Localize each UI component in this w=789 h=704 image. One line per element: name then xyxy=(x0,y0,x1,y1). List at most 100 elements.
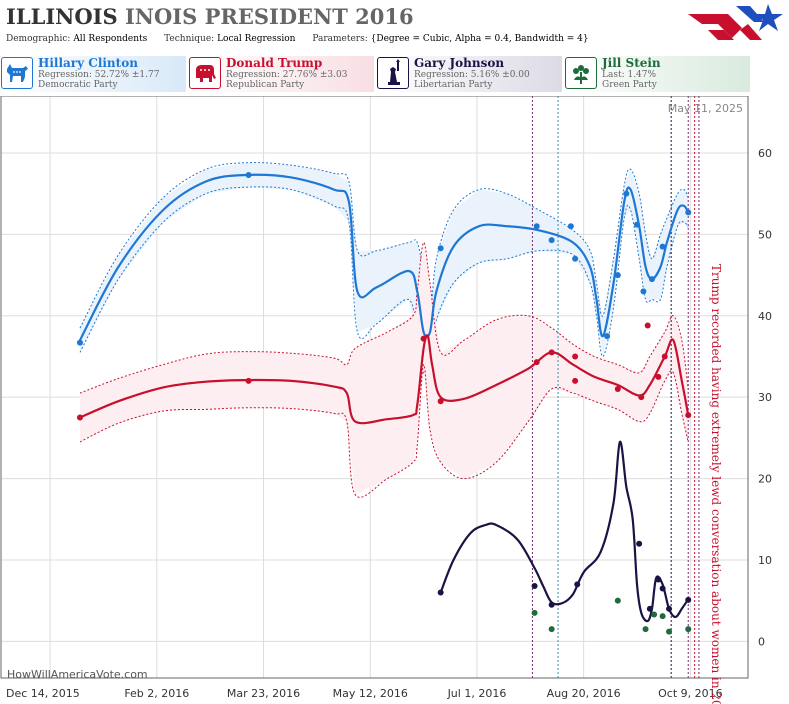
chart-parameters: Demographic: All Respondents Technique: … xyxy=(6,34,603,44)
legend-item-johnson[interactable]: Gary Johnson Regression: 5.16% ±0.00 Lib… xyxy=(376,56,562,92)
poll-point-hillary-clinton[interactable] xyxy=(648,276,655,283)
poll-point-gary-johnson[interactable] xyxy=(655,576,662,583)
chart-grid xyxy=(1,96,748,678)
candidate-party: Democratic Party xyxy=(38,80,118,90)
poll-point-donald-trump[interactable] xyxy=(437,398,444,405)
poll-point-donald-trump[interactable] xyxy=(533,359,540,366)
poll-point-hillary-clinton[interactable] xyxy=(685,209,692,216)
poll-point-jill-stein[interactable] xyxy=(531,609,538,616)
event-annotation: Trump recorded having extremely lewd con… xyxy=(709,264,723,704)
candidate-legend: Hillary Clinton Regression: 52.72% ±1.77… xyxy=(0,56,789,94)
candidate-name: Donald Trump xyxy=(226,56,323,70)
poll-point-donald-trump[interactable] xyxy=(420,335,427,342)
parameters-label: Parameters: xyxy=(312,34,368,44)
candidate-name: Jill Stein xyxy=(602,56,661,70)
candidate-stat: Regression: 5.16% ±0.00 xyxy=(414,70,530,80)
poll-point-jill-stein[interactable] xyxy=(548,626,555,633)
legend-item-stein[interactable]: Jill Stein Last: 1.47% Green Party xyxy=(564,56,750,92)
candidate-stat: Last: 1.47% xyxy=(602,70,657,80)
chart-header: ILLINOIS INOIS PRESIDENT 2016 Demographi… xyxy=(0,0,789,50)
poll-point-jill-stein[interactable] xyxy=(685,626,692,633)
candidate-stat: Regression: 52.72% ±1.77 xyxy=(38,70,160,80)
poll-point-jill-stein[interactable] xyxy=(651,611,658,618)
poll-point-hillary-clinton[interactable] xyxy=(640,288,647,295)
poll-point-gary-johnson[interactable] xyxy=(646,605,653,612)
candidate-party: Libertarian Party xyxy=(414,80,493,90)
x-tick-label: Jul 1, 2016 xyxy=(447,687,507,700)
x-tick-label: Aug 20, 2016 xyxy=(547,687,621,700)
event-lines xyxy=(531,96,700,678)
x-tick-label: Mar 23, 2016 xyxy=(227,687,300,700)
poll-point-hillary-clinton[interactable] xyxy=(634,221,641,228)
poll-point-donald-trump[interactable] xyxy=(614,386,621,393)
poll-point-donald-trump[interactable] xyxy=(572,377,579,384)
poll-point-hillary-clinton[interactable] xyxy=(567,223,574,230)
poll-point-donald-trump[interactable] xyxy=(548,349,555,356)
y-tick-label: 0 xyxy=(758,635,765,648)
star-logo-icon xyxy=(688,4,783,40)
trend-line-hillary-clinton xyxy=(79,173,690,341)
poll-point-jill-stein[interactable] xyxy=(642,626,649,633)
elephant-icon xyxy=(189,57,221,89)
poll-point-gary-johnson[interactable] xyxy=(636,540,643,547)
y-tick-label: 60 xyxy=(758,147,772,160)
poll-point-donald-trump[interactable] xyxy=(76,414,83,421)
x-tick-label: Feb 2, 2016 xyxy=(124,687,189,700)
x-tick-label: Dec 14, 2015 xyxy=(6,687,80,700)
donkey-icon xyxy=(1,57,33,89)
technique-label: Technique: xyxy=(164,34,215,44)
candidate-party: Republican Party xyxy=(226,80,305,90)
poll-point-donald-trump[interactable] xyxy=(245,377,252,384)
poll-point-gary-johnson[interactable] xyxy=(548,601,555,608)
poll-point-donald-trump[interactable] xyxy=(638,394,645,401)
candidate-name: Hillary Clinton xyxy=(38,56,138,70)
poll-point-hillary-clinton[interactable] xyxy=(76,339,83,346)
candidate-name: Gary Johnson xyxy=(414,56,505,70)
legend-item-trump[interactable]: Donald Trump Regression: 27.76% ±3.03 Re… xyxy=(188,56,374,92)
x-tick-label: Oct 9, 2016 xyxy=(658,687,723,700)
poll-point-hillary-clinton[interactable] xyxy=(533,223,540,230)
poll-point-gary-johnson[interactable] xyxy=(437,589,444,596)
upper-bound-hillary-clinton xyxy=(79,162,689,329)
poll-point-hillary-clinton[interactable] xyxy=(623,190,630,197)
poll-point-donald-trump[interactable] xyxy=(685,412,692,419)
poll-point-hillary-clinton[interactable] xyxy=(604,333,611,340)
poll-point-gary-johnson[interactable] xyxy=(685,596,692,603)
candidate-party: Green Party xyxy=(602,80,657,90)
poll-point-jill-stein[interactable] xyxy=(614,597,621,604)
poll-point-gary-johnson[interactable] xyxy=(531,583,538,590)
poll-point-hillary-clinton[interactable] xyxy=(614,272,621,279)
trend-line-donald-trump xyxy=(79,334,690,425)
poll-point-gary-johnson[interactable] xyxy=(574,581,581,588)
statue-of-liberty-icon xyxy=(377,57,409,89)
poll-point-donald-trump[interactable] xyxy=(644,322,651,329)
demographic-value: All Respondents xyxy=(73,34,148,44)
poll-point-gary-johnson[interactable] xyxy=(666,605,673,612)
poll-point-jill-stein[interactable] xyxy=(659,613,666,620)
date-stamp: May 11, 2025 xyxy=(668,102,743,115)
poll-point-hillary-clinton[interactable] xyxy=(437,245,444,252)
lower-bound-hillary-clinton xyxy=(79,186,689,374)
plot-frame xyxy=(0,96,749,679)
x-axis-ticks: Dec 14, 2015 Feb 2, 2016 Mar 23, 2016 May 1… xyxy=(6,687,723,700)
poll-point-hillary-clinton[interactable] xyxy=(572,255,579,262)
band-hillary-clinton xyxy=(80,162,689,373)
x-tick-label: May 12, 2016 xyxy=(333,687,408,700)
watermark: HowWillAmericaVote.com xyxy=(7,668,148,681)
y-axis-ticks: 0 10 20 30 40 50 60 xyxy=(758,147,772,648)
poll-point-donald-trump[interactable] xyxy=(661,353,668,360)
poll-point-hillary-clinton[interactable] xyxy=(659,243,666,250)
y-tick-label: 50 xyxy=(758,228,772,241)
poll-point-donald-trump[interactable] xyxy=(572,353,579,360)
upper-bound-donald-trump xyxy=(79,241,689,394)
poll-point-jill-stein[interactable] xyxy=(666,628,673,635)
legend-item-clinton[interactable]: Hillary Clinton Regression: 52.72% ±1.77… xyxy=(0,56,186,92)
poll-point-gary-johnson[interactable] xyxy=(659,585,666,592)
poll-point-hillary-clinton[interactable] xyxy=(548,237,555,244)
poll-point-hillary-clinton[interactable] xyxy=(245,171,252,178)
y-tick-label: 40 xyxy=(758,310,772,323)
y-tick-label: 30 xyxy=(758,391,772,404)
poll-point-donald-trump[interactable] xyxy=(655,373,662,380)
band-donald-trump xyxy=(80,242,689,495)
y-tick-label: 10 xyxy=(758,554,772,567)
